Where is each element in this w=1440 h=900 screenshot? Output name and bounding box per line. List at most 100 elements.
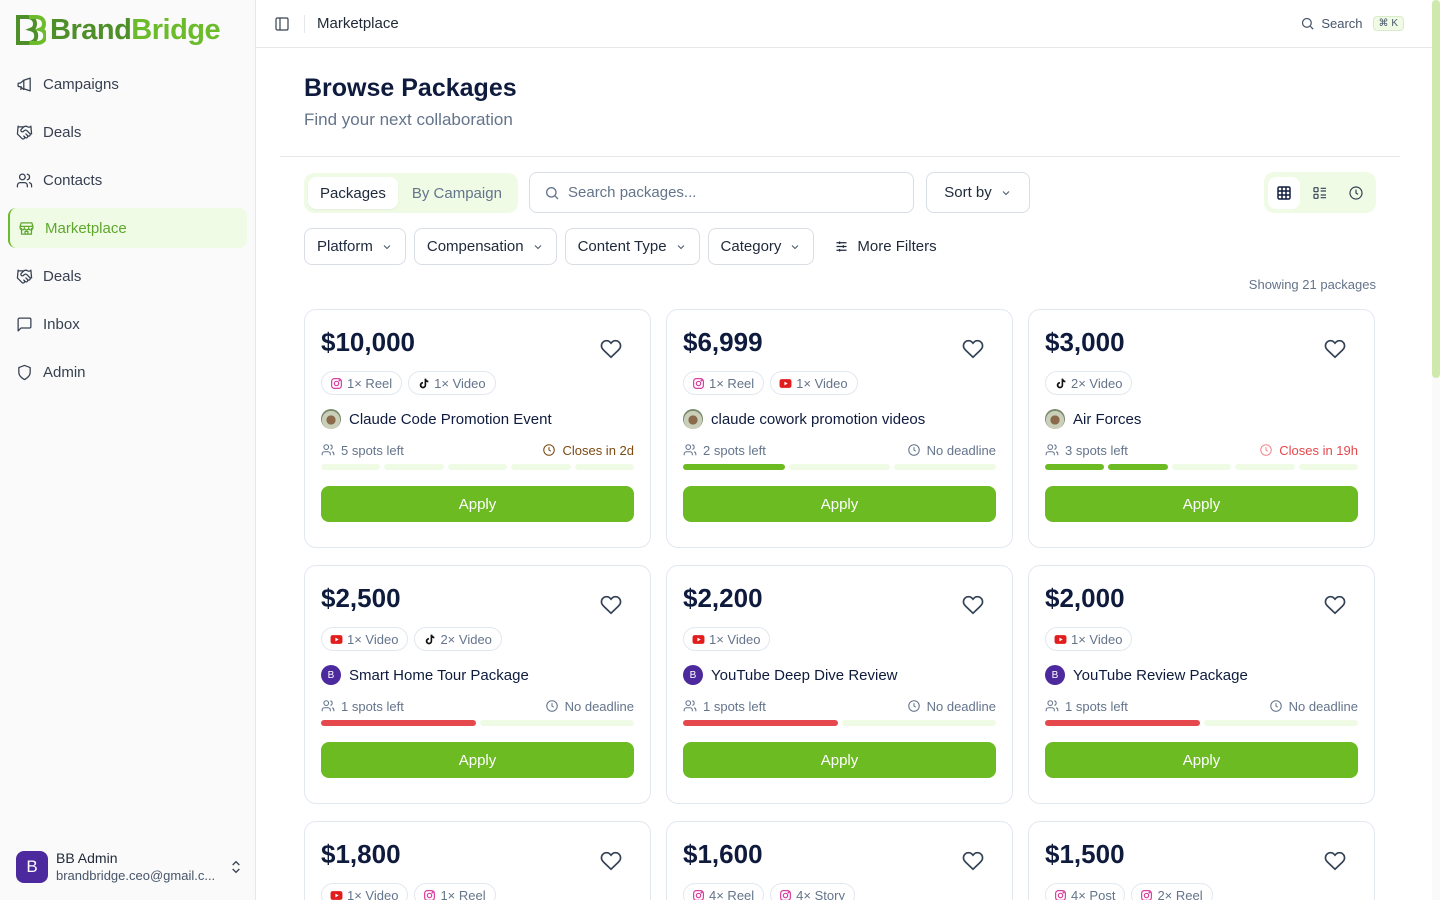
sidebar-toggle-icon[interactable] [274, 16, 290, 32]
apply-button[interactable]: Apply [321, 742, 634, 778]
sidebar-item-marketplace[interactable]: Marketplace [8, 208, 247, 248]
package-price: $2,200 [683, 583, 763, 613]
creator-avatar: B [683, 665, 703, 685]
grid-view-button[interactable] [1268, 176, 1300, 209]
search-icon [1302, 17, 1314, 30]
apply-button[interactable]: Apply [683, 742, 996, 778]
progress-segment [321, 464, 381, 470]
spots-progress [1045, 464, 1359, 470]
brand-logo[interactable]: BrandBridge [16, 14, 221, 47]
heart-icon[interactable] [1324, 850, 1346, 872]
creator-avatar [1045, 409, 1065, 429]
progress-segment [1298, 464, 1359, 470]
global-search-button[interactable]: Search ⌘ K [1300, 16, 1404, 31]
progress-segment [384, 464, 444, 470]
user-menu[interactable]: B BB Admin brandbridge.ceo@gmail.c... [16, 850, 244, 884]
heart-icon[interactable] [1324, 338, 1346, 360]
chevrons-up-down-icon [232, 860, 240, 874]
page-title: Browse Packages [304, 74, 517, 102]
progress-segment [1235, 464, 1295, 470]
progress-segment [1171, 464, 1232, 470]
deadline-status: No deadline [564, 698, 634, 714]
filter-category[interactable]: Category [707, 228, 815, 265]
users-icon [683, 700, 697, 712]
spots-progress [683, 464, 997, 470]
tag-label: 2× Video [1071, 375, 1123, 391]
package-price: $10,000 [321, 327, 415, 357]
package-title[interactable]: Air Forces [1073, 410, 1142, 428]
history-view-button[interactable] [1340, 177, 1372, 209]
package-title[interactable]: YouTube Review Package [1073, 666, 1248, 684]
progress-segment [1108, 464, 1168, 470]
deadline-status: No deadline [1288, 698, 1358, 714]
heart-icon[interactable] [962, 850, 984, 872]
spots-left: 1 spots left [703, 698, 766, 714]
package-title[interactable]: claude cowork promotion videos [711, 410, 926, 428]
breadcrumb: Marketplace [317, 15, 399, 32]
deliverable-tags: 1× Reel 1× Video [321, 371, 634, 395]
user-email: brandbridge.ceo@gmail.c... [56, 868, 216, 883]
apply-button[interactable]: Apply [683, 486, 996, 522]
sort-label: Sort by [944, 184, 992, 201]
package-title[interactable]: YouTube Deep Dive Review [711, 666, 898, 684]
heart-icon[interactable] [962, 338, 984, 360]
apply-button[interactable]: Apply [1045, 486, 1358, 522]
deliverable-tag: 1× Reel [321, 371, 403, 395]
heart-icon[interactable] [600, 338, 622, 360]
tiktok-icon [423, 633, 436, 646]
deliverable-tags: 1× Video [1045, 627, 1358, 651]
instagram-icon [692, 889, 705, 900]
package-card: $6,999 1× Reel 1× Video claude cowork pro… [666, 309, 1013, 548]
spots-left: 5 spots left [341, 442, 404, 458]
filter-platform[interactable]: Platform [304, 228, 406, 265]
scrollbar-track[interactable] [1432, 0, 1440, 900]
filter-compensation[interactable]: Compensation [413, 228, 557, 265]
list-view-button[interactable] [1304, 177, 1336, 209]
tab-packages[interactable]: Packages [308, 177, 398, 209]
tab-by-campaign[interactable]: By Campaign [411, 184, 502, 202]
sidebar-item-campaigns[interactable]: Campaigns [8, 64, 247, 104]
sidebar-item-label: Campaigns [43, 75, 119, 93]
progress-segment [511, 464, 571, 470]
package-title[interactable]: Smart Home Tour Package [349, 666, 529, 684]
sidebar-item-deals-2[interactable]: Deals [8, 256, 247, 296]
search-label: Search [1321, 16, 1363, 31]
progress-segment [1203, 720, 1358, 726]
sidebar-item-inbox[interactable]: Inbox [8, 304, 247, 344]
users-icon [321, 444, 335, 456]
apply-button[interactable]: Apply [1045, 742, 1358, 778]
progress-segment [321, 720, 476, 726]
deliverable-tag: 2× Video [1045, 371, 1133, 395]
clock-icon [907, 700, 920, 712]
filter-content-type[interactable]: Content Type [564, 228, 700, 265]
sidebar-item-contacts[interactable]: Contacts [8, 160, 247, 200]
users-icon [683, 444, 697, 456]
spots-progress [1045, 720, 1358, 726]
search-icon [546, 186, 559, 199]
sidebar-item-deals[interactable]: Deals [8, 112, 247, 152]
sort-dropdown[interactable]: Sort by [926, 172, 1030, 213]
more-filters-button[interactable]: More Filters [834, 238, 937, 255]
chevron-down-icon [383, 244, 391, 249]
heart-icon[interactable] [600, 594, 622, 616]
message-square-icon [17, 316, 32, 332]
progress-segment [683, 464, 785, 470]
page-subtitle: Find your next collaboration [304, 110, 513, 129]
sidebar-item-admin[interactable]: Admin [8, 352, 247, 392]
users-icon [1045, 700, 1059, 712]
sidebar-item-label: Admin [43, 363, 86, 381]
shield-icon [18, 364, 31, 380]
progress-segment [1045, 720, 1200, 726]
heart-icon[interactable] [600, 850, 622, 872]
deliverable-tag: 1× Reel [683, 371, 765, 395]
apply-button[interactable]: Apply [321, 486, 634, 522]
youtube-icon [330, 633, 343, 646]
heart-icon[interactable] [962, 594, 984, 616]
scrollbar-thumb[interactable] [1432, 0, 1440, 378]
tag-label: 1× Video [347, 631, 399, 647]
heart-icon[interactable] [1324, 594, 1346, 616]
search-input[interactable] [568, 184, 888, 201]
handshake-icon [16, 124, 33, 140]
package-title[interactable]: Claude Code Promotion Event [349, 410, 552, 428]
